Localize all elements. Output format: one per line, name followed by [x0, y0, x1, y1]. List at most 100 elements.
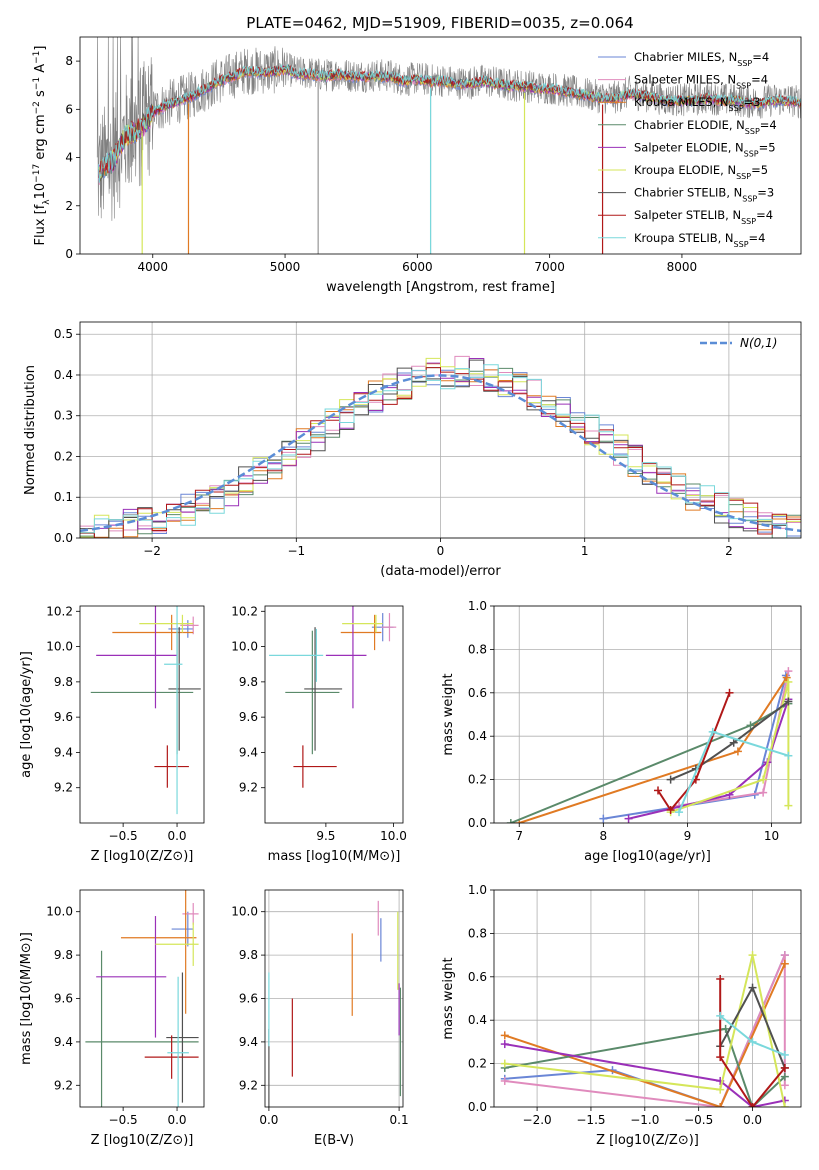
plot-area — [85, 890, 199, 1107]
y-tick-label: 0.1 — [54, 490, 73, 504]
y-axis-label: mass weight — [441, 673, 456, 755]
axes-frame — [79, 605, 205, 824]
x-tick-label: 9.5 — [316, 829, 335, 843]
y-tick-label: 1.0 — [468, 599, 487, 613]
legend-label: N(0,1) — [740, 336, 777, 350]
y-tick-label: 0.0 — [468, 816, 487, 830]
plot-area — [268, 900, 401, 1107]
x-tick-label: −1.5 — [576, 1113, 605, 1127]
y-tick-label: 0.8 — [468, 642, 487, 656]
axes-frame — [79, 36, 802, 255]
y-tick-label: 9.4 — [239, 1035, 258, 1049]
plot-area — [506, 667, 793, 823]
y-tick-label: 6 — [65, 102, 73, 116]
legend-label: Kroupa MILES, NSSP=3 — [634, 95, 760, 113]
x-axis-label: Z [log10(Z/Z⊙)] — [91, 849, 194, 864]
y-tick-label: 9.8 — [54, 948, 73, 962]
y-tick-label: 9.2 — [239, 1078, 258, 1092]
x-tick-label: 0.1 — [390, 1113, 409, 1127]
x-axis-label: Z [log10(Z/Z⊙)] — [596, 1133, 699, 1148]
x-tick-label: 5000 — [270, 260, 301, 274]
legend-label: Salpeter ELODIE, NSSP=5 — [634, 140, 776, 158]
histogram-step-line — [80, 357, 801, 538]
y-tick-label: 0.4 — [468, 1013, 487, 1027]
y-tick-label: 9.4 — [54, 745, 73, 759]
mass-weight-line — [657, 692, 731, 812]
panel-residuals: −2 −1 0 1 2 0.0 0.1 0.2 0.3 0.4 0.5 (data-model)/er… — [23, 321, 802, 579]
y-tick-label: 0.6 — [468, 970, 487, 984]
panel-massweight-vs-age: 7 8 9 10 0.0 0.2 0.4 0.6 0.8 1.0 age [log10(age/yr… — [441, 599, 802, 864]
legend-label: Salpeter STELIB, NSSP=4 — [634, 208, 773, 226]
y-tick-label: 0.0 — [468, 1100, 487, 1114]
y-axis-label: Normed distribution — [23, 365, 38, 495]
axes-frame — [493, 605, 802, 824]
y-tick-label: 9.2 — [239, 781, 258, 795]
y-tick-label: 0.6 — [468, 686, 487, 700]
y-tick-label: 9.6 — [54, 710, 73, 724]
x-tick-label: 0.0 — [167, 829, 186, 843]
x-tick-label: 8 — [600, 829, 608, 843]
y-tick-label: 0.8 — [468, 926, 487, 940]
plot-area — [80, 355, 801, 538]
legend-label: Kroupa STELIB, NSSP=4 — [634, 231, 765, 249]
y-tick-label: 9.6 — [54, 992, 73, 1006]
x-tick-label: 0.0 — [167, 1113, 186, 1127]
x-tick-label: 10.0 — [380, 829, 407, 843]
mass-weight-line — [670, 700, 790, 781]
y-tick-label: 9.6 — [239, 710, 258, 724]
x-tick-label: −2 — [143, 544, 161, 558]
y-tick-label: 0.2 — [468, 773, 487, 787]
x-tick-label: −0.5 — [684, 1113, 713, 1127]
mass-weight-line — [504, 1043, 785, 1107]
x-tick-label: 1 — [581, 544, 589, 558]
legend-label: Chabrier ELODIE, NSSP=4 — [634, 118, 777, 136]
y-tick-label: 0.3 — [54, 409, 73, 423]
mass-weight-line — [510, 702, 789, 823]
histogram-step-line — [80, 364, 801, 538]
mass-weight-line — [504, 963, 786, 1107]
x-tick-label: −0.5 — [109, 1113, 138, 1127]
y-tick-label: 9.6 — [239, 992, 258, 1006]
mass-weight-line — [670, 681, 790, 814]
legend-label: Chabrier STELIB, NSSP=3 — [634, 186, 774, 204]
y-tick-label: 9.8 — [54, 675, 73, 689]
y-tick-label: 9.8 — [239, 948, 258, 962]
panel-massweight-vs-Z: −2.0 −1.5 −1.0 −0.5 0.0 0.0 0.2 0.4 0.6 0.8 1.0 Z [… — [441, 883, 802, 1148]
panel-mass-vs-Z: −0.5 0.0 9.2 9.4 9.6 9.8 10.0 Z [log10(Z/Z⊙)] ma… — [19, 889, 205, 1148]
x-tick-label: 0.0 — [259, 1113, 278, 1127]
x-tick-label: 2 — [725, 544, 733, 558]
y-tick-label: 0.2 — [468, 1057, 487, 1071]
figure-title: PLATE=0462, MJD=51909, FIBERID=0035, z=0… — [246, 14, 633, 32]
x-tick-label: 6000 — [402, 260, 433, 274]
axes-frame — [264, 889, 404, 1108]
axes-frame — [79, 889, 205, 1108]
normal-reference-curve — [80, 374, 801, 533]
y-tick-label: 1.0 — [468, 883, 487, 897]
x-tick-label: 9 — [684, 829, 692, 843]
plot-area — [96, 37, 801, 254]
x-axis-label: Z [log10(Z/Z⊙)] — [91, 1133, 194, 1148]
y-tick-label: 2 — [65, 199, 73, 213]
axes-frame — [79, 321, 802, 539]
y-axis-label: Flux [fλ10−17 erg cm−2 s−1 A−1] — [32, 46, 52, 246]
y-tick-label: 10.0 — [46, 640, 73, 654]
x-axis-label: (data-model)/error — [380, 564, 501, 579]
y-tick-label: 0.4 — [54, 368, 73, 382]
x-tick-label: −1 — [287, 544, 305, 558]
axes-frame — [264, 605, 404, 824]
y-tick-label: 8 — [65, 54, 73, 68]
plot-area — [269, 606, 397, 788]
y-axis-label: mass [log10(M/M⊙)] — [19, 932, 34, 1065]
model-spectrum-line — [98, 63, 801, 183]
y-tick-label: 0.5 — [54, 327, 73, 341]
panel-age-vs-mass: 9.5 10.0 9.2 9.4 9.6 9.8 10.0 10.2 mass [log10(M… — [231, 604, 407, 864]
mass-weight-line — [504, 954, 786, 1107]
y-tick-label: 10.0 — [46, 905, 73, 919]
y-tick-label: 10.0 — [231, 905, 258, 919]
x-axis-label: age [log10(age/yr)] — [584, 849, 711, 864]
plot-area — [500, 951, 789, 1107]
y-tick-label: 9.8 — [239, 675, 258, 689]
x-axis-label: wavelength [Angstrom, rest frame] — [326, 280, 555, 295]
y-tick-label: 10.2 — [231, 604, 258, 618]
